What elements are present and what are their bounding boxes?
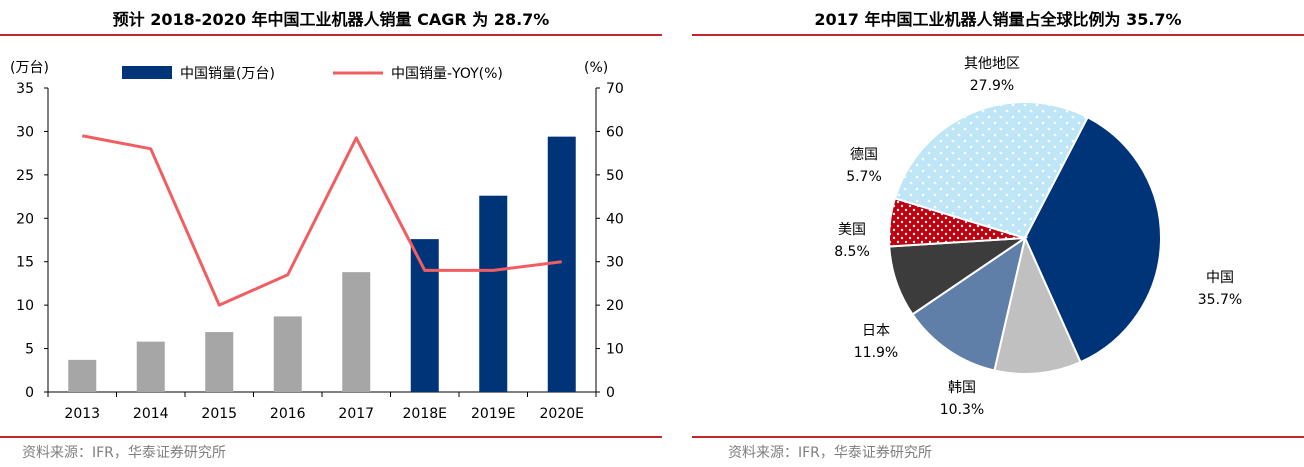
x-tick-label: 2013 [64,406,100,422]
y-left-tick-label: 15 [16,255,34,271]
y-left-tick-label: 35 [16,81,34,97]
pie-label-pct: 11.9% [854,345,898,361]
bar-2016 [273,316,302,392]
left-chart-title: 预计 2018-2020 年中国工业机器人销量 CAGR 为 28.7% [112,10,550,29]
left-bottom-rule [0,436,662,438]
x-tick-label: 2015 [201,406,237,422]
y-right-tick-label: 20 [606,298,624,314]
pie-label-name: 德国 [850,147,878,163]
right-chart-title: 2017 年中国工业机器人销量占全球比例为 35.7% [814,10,1182,29]
pie-label-pct: 5.7% [846,169,882,185]
x-tick-label: 2019E [471,406,515,422]
bar-2018E [410,239,439,392]
legend-bar-swatch [122,66,172,79]
bar-2019E [479,195,508,392]
legend-bar-label: 中国销量(万台) [180,66,275,82]
left-source-note: 资料来源：IFR，华泰证券研究所 [22,445,226,461]
yoy-line [81,134,562,307]
left-panel: 预计 2018-2020 年中国工业机器人销量 CAGR 为 28.7% 0 5 1… [0,10,662,461]
y-right-tick-label: 60 [606,124,624,140]
y-right-tick-label: 70 [606,81,624,97]
x-tick-label: 2020E [540,406,584,422]
pie-label-name: 中国 [1206,270,1234,286]
y-right-tick-label: 30 [606,255,624,271]
right-panel: 2017 年中国工业机器人销量占全球比例为 35.7% 中国 35.7% 韩国 10.… [692,0,1304,467]
x-tick-label: 2016 [270,406,306,422]
bar-2017 [342,272,371,392]
y-left-tick-label: 30 [16,124,34,140]
pie-label-pct: 8.5% [834,244,870,260]
y-left-tick-label: 10 [16,298,34,314]
pie-chart: 中国 35.7% 韩国 10.3% 日本 11.9% 美国 8.5% 德国 5.7% 其他地区 27.… [834,56,1242,418]
legend-line-label: 中国销量-YOY(%) [391,66,503,82]
y-right-tick-label: 10 [606,342,624,358]
y-right-tick-label: 50 [606,168,624,184]
y-right-tick-label: 40 [606,211,624,227]
x-tick-label: 2014 [133,406,169,422]
bar-2013 [68,359,97,392]
pie-label-name: 日本 [862,323,890,339]
y-right-tick-label: 0 [606,385,615,401]
right-bottom-rule [692,436,1304,438]
pie-slice-日本 [911,235,1027,372]
combo-chart: 0 5 10 15 20 25 30 35 0 10 20 30 40 50 60 70 (万台) (%) 2013… [10,60,624,422]
pie-slice-其他地区 [893,101,1089,240]
bar-2015 [205,332,234,392]
bar-2014 [136,341,165,392]
pie-label-pct: 27.9% [970,78,1014,94]
pie-slice-韩国 [993,234,1082,375]
pie-label-name: 美国 [838,222,866,238]
pie-label-pct: 10.3% [940,402,984,418]
left-top-rule [0,34,662,36]
pie-label-pct: 35.7% [1198,292,1242,308]
y-left-tick-label: 20 [16,211,34,227]
pie-label-name: 其他地区 [964,56,1020,72]
pie-label-name: 韩国 [948,380,976,396]
pie-slice-中国 [1023,115,1162,364]
y-left-tick-label: 5 [25,342,34,358]
y-right-unit-label: (%) [584,60,608,76]
x-tick-label: 2018E [403,406,447,422]
right-source-note: 资料来源：IFR，华泰证券研究所 [728,445,932,461]
y-left-tick-label: 25 [16,168,34,184]
y-left-unit-label: (万台) [10,60,49,76]
y-left-tick-label: 0 [25,385,34,401]
x-tick-label: 2017 [338,406,374,422]
right-top-rule [692,34,1304,36]
